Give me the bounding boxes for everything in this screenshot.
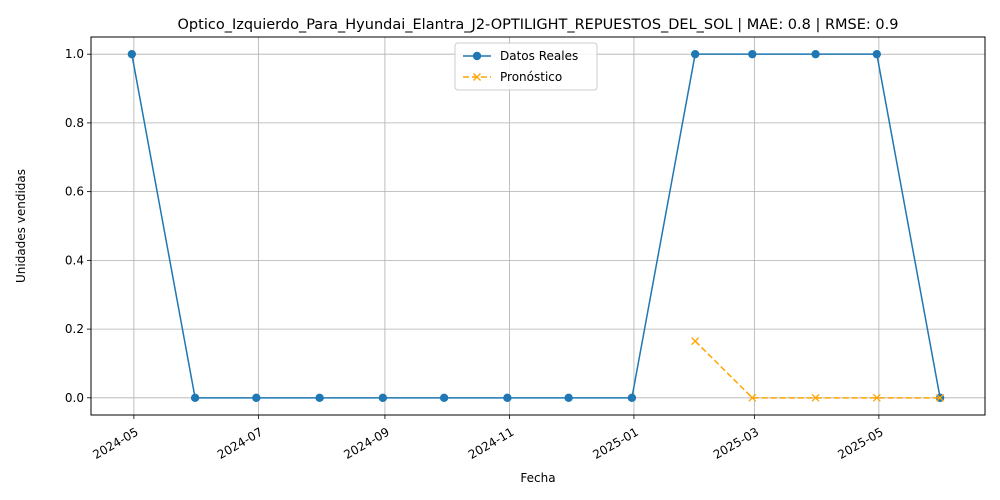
data-point <box>936 393 945 402</box>
data-point <box>811 393 820 402</box>
data-point <box>690 49 700 59</box>
x-tick-label: 2024-05 <box>90 425 140 462</box>
y-tick-label: 0.6 <box>65 185 84 199</box>
legend-entry: Pronóstico <box>463 70 562 84</box>
x-tick-label: 2024-09 <box>341 425 391 462</box>
data-point <box>127 49 137 59</box>
series-layer <box>127 49 945 403</box>
data-point <box>315 393 324 403</box>
y-tick-label: 1.0 <box>65 47 84 61</box>
legend-marker <box>473 73 481 81</box>
x-axis-label: Fecha <box>520 471 555 485</box>
legend: Datos Reales Pronóstico <box>454 42 598 91</box>
y-tick-label: 0.0 <box>65 391 84 405</box>
y-tick-label: 0.8 <box>65 116 84 130</box>
legend-marker <box>472 51 482 61</box>
x-tick-label: 2025-03 <box>711 425 761 462</box>
data-point <box>872 49 882 59</box>
legend-box <box>454 42 598 91</box>
data-point <box>691 337 700 346</box>
plot-frame <box>90 36 986 416</box>
series-forecast <box>691 337 945 402</box>
data-point <box>439 393 449 403</box>
series-actual <box>127 49 945 403</box>
legend-label: Pronóstico <box>500 70 562 84</box>
data-point <box>503 393 512 403</box>
x-tick-label: 2024-07 <box>215 425 265 462</box>
data-point-stroke <box>748 393 757 402</box>
data-point <box>872 393 881 402</box>
legend-label: Datos Reales <box>500 49 578 63</box>
data-point <box>190 393 200 403</box>
y-axis-label: Unidades vendidas <box>14 169 28 283</box>
x-tick-label: 2024-11 <box>466 425 516 462</box>
y-axis-ticks: 0.0 0.2 0.4 0.6 0.8 1.0 <box>65 47 91 405</box>
data-point <box>564 393 573 403</box>
grid <box>91 37 985 415</box>
legend-entry: Datos Reales <box>463 49 578 63</box>
x-axis-ticks: 2024-05 2024-07 2024-09 2024-11 2025-01 2025-… <box>90 415 886 462</box>
x-tick-label: 2025-05 <box>835 425 885 462</box>
data-point-stroke <box>691 337 700 346</box>
data-point <box>811 49 820 59</box>
data-point <box>252 393 261 403</box>
data-point <box>748 49 757 59</box>
data-point <box>748 393 757 402</box>
data-point <box>627 393 637 403</box>
data-point-stroke <box>936 393 945 402</box>
data-point-stroke <box>872 393 881 402</box>
x-tick-label: 2025-01 <box>590 425 640 462</box>
y-tick-label: 0.2 <box>65 322 84 336</box>
series-line <box>131 53 941 399</box>
chart-title: Optico_Izquierdo_Para_Hyundai_Elantra_J2… <box>178 17 899 33</box>
data-point <box>378 393 388 403</box>
data-point-stroke <box>811 393 820 402</box>
series-line <box>694 340 941 399</box>
y-tick-label: 0.4 <box>65 253 84 267</box>
